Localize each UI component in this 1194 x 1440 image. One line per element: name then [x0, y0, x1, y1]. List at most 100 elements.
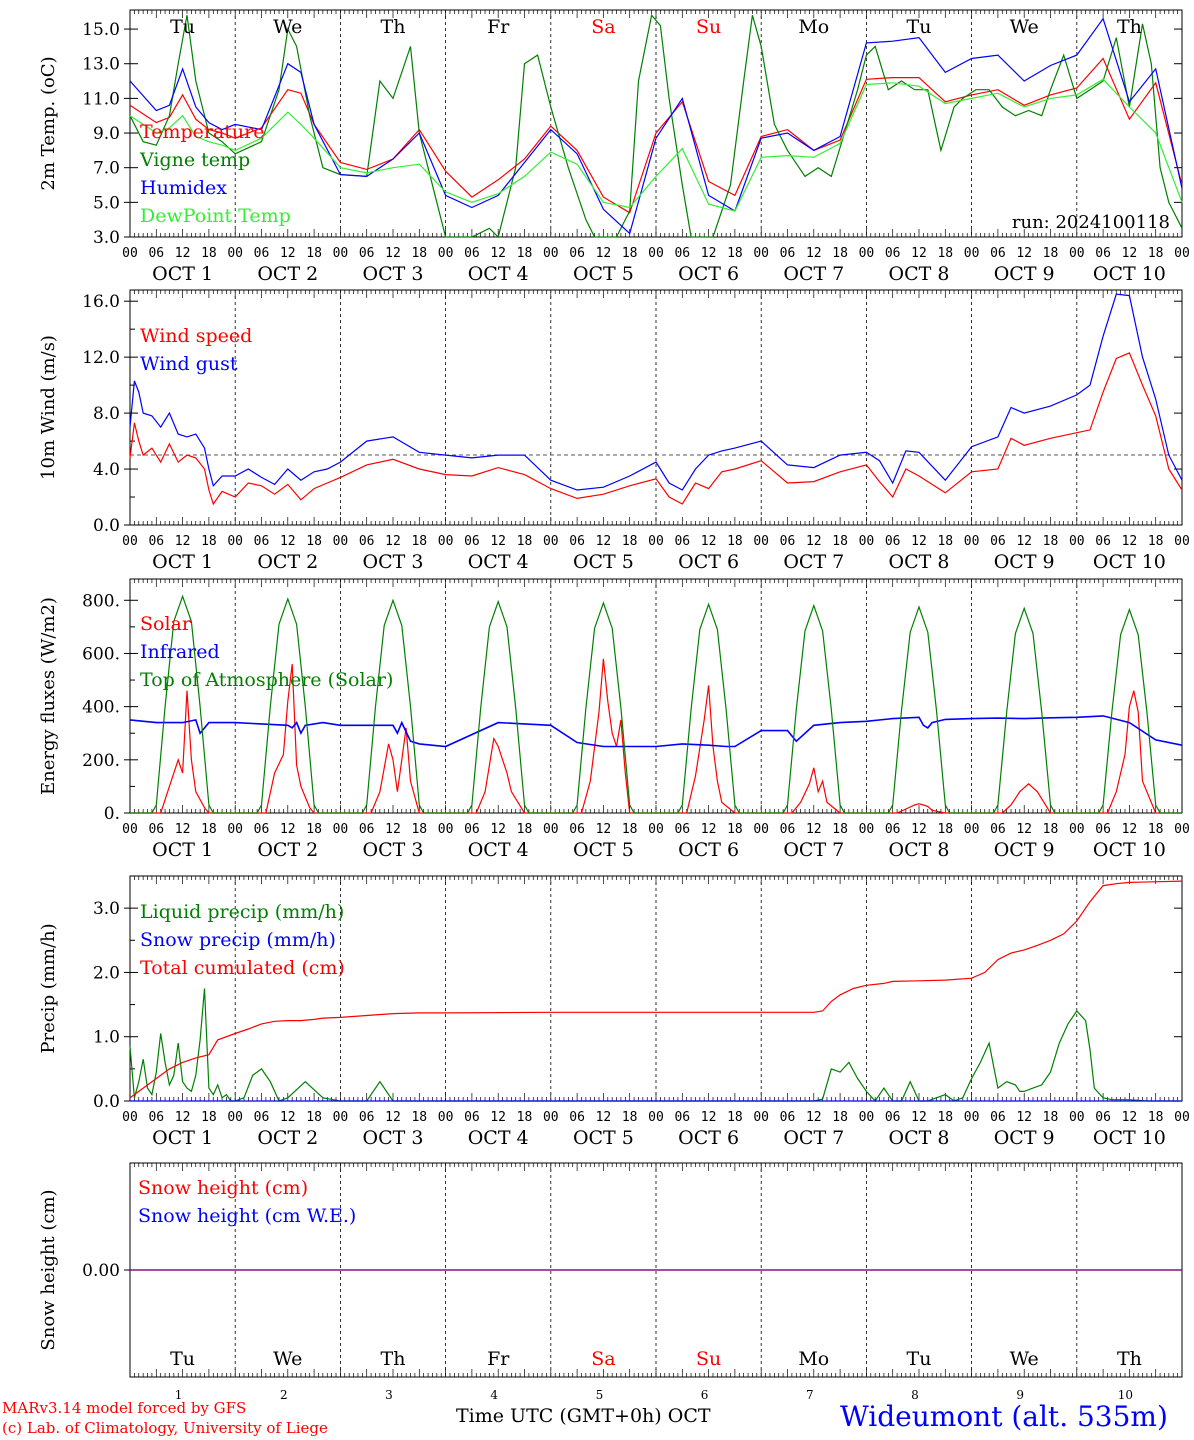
- energy-y-tick-label: 800.: [82, 591, 120, 611]
- wind-hour-label: 06: [990, 534, 1006, 549]
- day-name-bottom: Th: [1117, 1348, 1142, 1370]
- temperature-hour-label: 06: [148, 246, 164, 261]
- temperature-hour-label: 06: [254, 246, 270, 261]
- wind-date-label: OCT 9: [994, 551, 1055, 573]
- wind-date-label: OCT 3: [363, 551, 424, 573]
- energy-hour-label: 18: [1148, 822, 1164, 837]
- wind-date-label: OCT 10: [1093, 551, 1166, 573]
- energy-hour-label: 00: [964, 822, 980, 837]
- energy-legend-solar: Solar: [140, 613, 192, 635]
- precip-y-tick-label: 2.0: [93, 963, 120, 983]
- precip-hour-label: 18: [727, 1110, 743, 1125]
- precip-hour-label: 12: [1122, 1110, 1138, 1125]
- temperature-legend-dewpoint-temp: DewPoint Temp: [140, 205, 291, 227]
- temperature-date-label: OCT 4: [468, 263, 529, 285]
- temperature-hour-label: 06: [464, 246, 480, 261]
- precip-date-label: OCT 9: [994, 1127, 1055, 1149]
- day-name-bottom: We: [273, 1348, 302, 1370]
- precip-hour-label: 06: [990, 1110, 1006, 1125]
- temperature-hour-label: 00: [1069, 246, 1085, 261]
- precip-date-label: OCT 2: [257, 1127, 318, 1149]
- day-number-bottom: 7: [806, 1388, 814, 1402]
- run-label: run: 2024100118: [1012, 212, 1170, 233]
- wind-hour-label: 12: [1122, 534, 1138, 549]
- temperature-hour-label: 12: [701, 246, 717, 261]
- precip-hour-label: 00: [964, 1110, 980, 1125]
- temperature-legend-temperature: Temperature: [140, 121, 264, 143]
- precip-hour-label: 12: [175, 1110, 191, 1125]
- time-utc-label: Time UTC (GMT+0h): [456, 1405, 662, 1427]
- energy-hour-label: 00: [1174, 822, 1190, 837]
- energy-y-tick-label: 0.: [104, 804, 120, 824]
- precip-hour-label: 00: [753, 1110, 769, 1125]
- energy-series-infrared: [129, 715, 1183, 748]
- precip-hour-label: 12: [701, 1110, 717, 1125]
- day-name-bottom: Tu: [907, 1348, 932, 1370]
- wind-hour-label: 00: [753, 534, 769, 549]
- energy-legend-top-of-atmosphere-solar-: Top of Atmosphere (Solar): [140, 669, 393, 691]
- day-number-bottom: 2: [280, 1388, 288, 1402]
- temperature-y-axis-title: 2m Temp. (oC): [38, 56, 59, 190]
- temperature-y-tick-label: 7.0: [93, 159, 120, 179]
- precip-date-label: OCT 3: [363, 1127, 424, 1149]
- energy-hour-label: 18: [517, 822, 533, 837]
- wind-y-tick-label: 0.0: [93, 516, 120, 536]
- precip-hour-label: 12: [1016, 1110, 1032, 1125]
- precip-hour-label: 00: [543, 1110, 559, 1125]
- temperature-hour-label: 00: [1174, 246, 1190, 261]
- temperature-series-vigne-temp: [129, 13, 1183, 239]
- energy-legend-infrared: Infrared: [140, 641, 220, 663]
- precip-hour-label: 06: [674, 1110, 690, 1125]
- energy-hour-label: 06: [254, 822, 270, 837]
- wind-y-tick-label: 12.0: [82, 348, 120, 368]
- temperature-hour-label: 00: [859, 246, 875, 261]
- precip-hour-label: 00: [1069, 1110, 1085, 1125]
- energy-date-label: OCT 2: [257, 839, 318, 861]
- wind-hour-label: 12: [1016, 534, 1032, 549]
- temperature-hour-label: 12: [385, 246, 401, 261]
- energy-date-label: OCT 6: [678, 839, 739, 861]
- day-name-top: Th: [381, 16, 406, 38]
- temperature-hour-label: 00: [438, 246, 454, 261]
- energy-hour-label: 06: [464, 822, 480, 837]
- wind-hour-label: 18: [1043, 534, 1059, 549]
- energy-hour-label: 12: [701, 822, 717, 837]
- day-number-bottom: 4: [490, 1388, 498, 1402]
- wind-hour-label: 12: [280, 534, 296, 549]
- wind-hour-label: 00: [648, 534, 664, 549]
- temperature-date-label: OCT 5: [573, 263, 634, 285]
- energy-hour-label: 18: [306, 822, 322, 837]
- energy-date-label: OCT 7: [783, 839, 844, 861]
- temperature-date-label: OCT 6: [678, 263, 739, 285]
- wind-hour-label: 18: [727, 534, 743, 549]
- precip-hour-label: 00: [648, 1110, 664, 1125]
- wind-hour-label: 00: [227, 534, 243, 549]
- temperature-hour-label: 18: [201, 246, 217, 261]
- precip-legend-liquid-precip-mm-h-: Liquid precip (mm/h): [140, 901, 344, 923]
- wind-hour-label: 12: [701, 534, 717, 549]
- wind-hour-label: 00: [859, 534, 875, 549]
- energy-date-label: OCT 9: [994, 839, 1055, 861]
- precip-legend-total-cumulated-cm-: Total cumulated (cm): [140, 957, 345, 979]
- temperature-date-label: OCT 10: [1093, 263, 1166, 285]
- wind-hour-label: 00: [964, 534, 980, 549]
- energy-hour-label: 12: [806, 822, 822, 837]
- temperature-date-label: OCT 1: [152, 263, 213, 285]
- temperature-hour-label: 12: [280, 246, 296, 261]
- precip-hour-label: 06: [254, 1110, 270, 1125]
- temperature-hour-label: 12: [806, 246, 822, 261]
- energy-hour-label: 00: [438, 822, 454, 837]
- precip-hour-label: 12: [911, 1110, 927, 1125]
- wind-hour-label: 12: [175, 534, 191, 549]
- energy-hour-label: 12: [1122, 822, 1138, 837]
- energy-hour-label: 00: [753, 822, 769, 837]
- precip-y-tick-label: 3.0: [93, 899, 120, 919]
- day-name-top: Th: [1117, 16, 1142, 38]
- temperature-hour-label: 00: [333, 246, 349, 261]
- energy-hour-label: 00: [648, 822, 664, 837]
- precip-hour-label: 18: [517, 1110, 533, 1125]
- precip-y-axis-title: Precip (mm/h): [38, 923, 59, 1053]
- temperature-hour-label: 00: [122, 246, 138, 261]
- snow-y-axis-title: Snow height (cm): [38, 1189, 59, 1350]
- temperature-hour-label: 06: [780, 246, 796, 261]
